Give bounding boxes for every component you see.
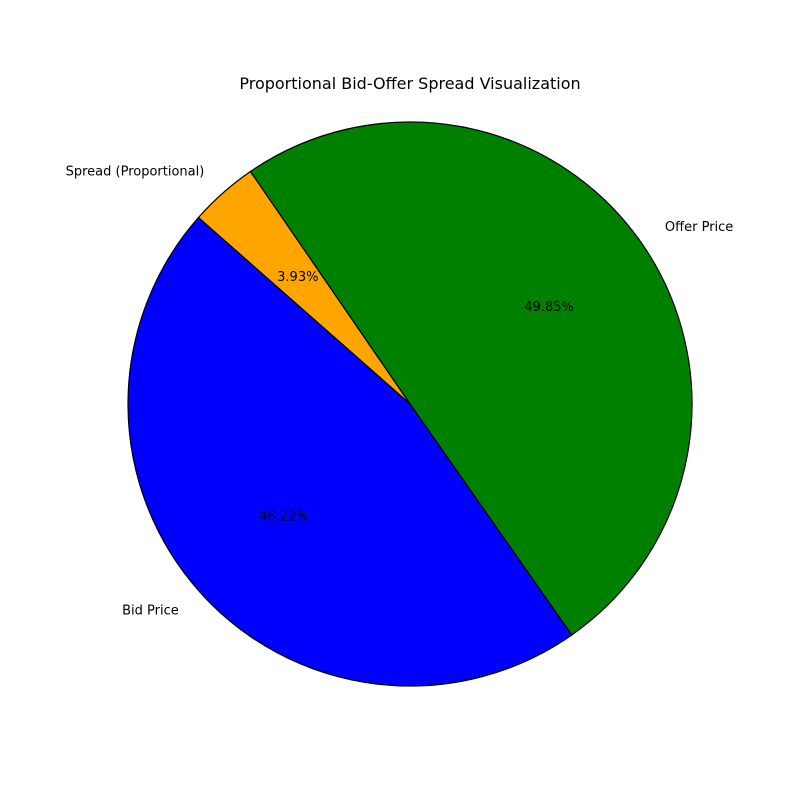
slice-label-0: Offer Price xyxy=(665,220,733,235)
pie-labels: Offer Price 49.85% Spread (Proportional) 3.… xyxy=(66,164,734,618)
slice-label-1: Spread (Proportional) xyxy=(66,164,205,179)
slice-percent-0: 49.85% xyxy=(524,300,574,315)
chart-title: Proportional Bid-Offer Spread Visualizat… xyxy=(239,74,580,93)
pie-slice-2 xyxy=(127,216,573,687)
pie-slice-0 xyxy=(249,121,693,636)
slice-label-2: Bid Price xyxy=(122,603,179,618)
slice-percent-2: 46.22% xyxy=(259,509,309,524)
pie-slices xyxy=(127,121,693,687)
slice-percent-1: 3.93% xyxy=(277,270,318,285)
